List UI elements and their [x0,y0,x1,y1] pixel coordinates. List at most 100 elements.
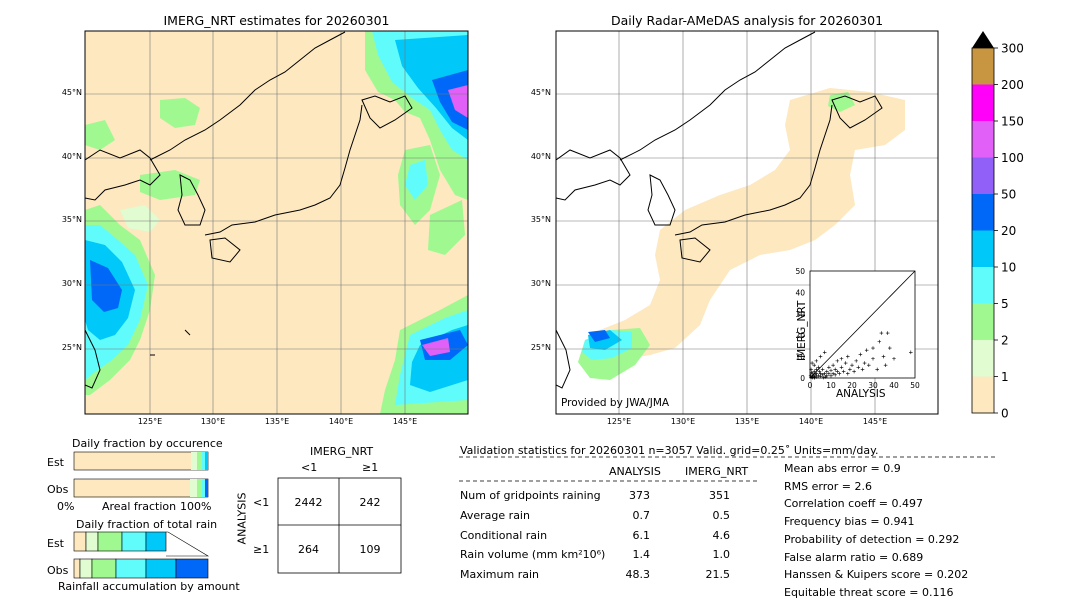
contingency-row-lt: <1 [253,496,270,509]
lon-tick-label: 135°E [264,417,290,426]
scatter-point [829,368,833,373]
scatter-point [831,371,835,376]
validation-row-imerg: 21.5 [705,568,731,581]
scatter-point [814,367,819,372]
contingency-row-header: ANALYSIS [235,492,249,545]
scatter-point [814,375,819,379]
scatter-point [848,367,852,372]
right-precip-field [578,88,905,380]
scatter-point [822,350,827,355]
total-rain-row-obs: Obs [47,564,69,577]
colorbar: 0 1 2 5 10 20 50 100 150 200 300 [971,31,1024,421]
scatter-xlabel: ANALYSIS [836,388,886,400]
scatter-point [833,367,837,372]
occurrence-axis-mid: Areal fraction [102,500,177,513]
validation-row-label: Average rain [460,509,530,522]
left-map-grid [85,31,468,414]
colorbar-tick-label: 100 [1001,151,1024,165]
scatter-point [829,374,833,378]
lon-tick-label: 130°E [200,417,226,426]
colorbar-tick-label: 0 [1001,407,1009,421]
validation-row-label: Maximum rain [460,568,539,581]
validation-score: Equitable threat score = 0.116 [784,585,954,599]
scatter-point [814,371,819,376]
scatter-point [818,374,823,379]
scatter-point [821,375,826,380]
lat-tick-label: 30°N [61,279,82,288]
scatter-point [827,365,831,370]
validation-col-imerg: IMERG_NRT [685,465,749,478]
total-rain-footer: Rainfall accumulation by amount [58,580,240,593]
lat-tick-label: 30°N [530,279,551,288]
contingency-cell-11: 109 [359,543,381,556]
colorbar-cell [972,267,994,304]
scatter-point [837,371,842,376]
contingency-col-lt: <1 [301,461,318,474]
scatter-ytick-label: 0 [800,374,805,383]
scatter-point [812,375,817,380]
scatter-xtick-label: 30 [868,381,878,390]
lon-tick-label: 145°E [392,417,418,426]
colorbar-extend-arrow [972,31,994,48]
scatter-point [839,365,844,370]
scatter-point [820,367,825,372]
scatter-point [888,346,892,350]
colorbar-tick-label: 300 [1001,42,1024,56]
validation-col-analysis: ANALYSIS [609,465,661,478]
colorbar-tick-label: 2 [1001,334,1009,348]
scatter-point [871,356,875,361]
scatter-point [875,367,879,372]
scatter-point [816,365,821,370]
scatter-point [881,354,886,359]
right-map-grid [556,31,938,414]
scatter-xtick-label: 40 [889,381,899,390]
lat-tick-label: 45°N [61,88,82,97]
validation-score: False alarm ratio = 0.689 [784,550,924,564]
scatter-point [860,367,865,372]
occurrence-obs-bar [73,478,209,498]
validation-score: Frequency bias = 0.941 [784,515,915,529]
validation-row-label: Rain volume (mm km²10⁶) [460,548,606,561]
scatter-point [825,374,829,378]
occurrence-axis-right: 100% [180,500,212,513]
occurrence-chart [73,451,209,498]
occurrence-axis-left: 0% [57,500,75,513]
scatter-point [812,363,816,367]
scatter-ytick-label: 20 [795,331,805,340]
colorbar-tick-label: 150 [1001,115,1024,129]
total-rain-row-est: Est [47,537,64,550]
scatter-point [812,369,816,374]
scatter-point [809,370,814,375]
scatter-xtick-label: 20 [847,381,857,390]
scatter-point [864,348,869,352]
validation-row-analysis: 373 [629,489,650,502]
occurrence-row-obs: Obs [47,483,69,496]
scatter-point [825,369,829,374]
right-map-title: Daily Radar-AMeDAS analysis for 20260301 [610,13,884,28]
contingency-row-ge: ≥1 [253,543,270,556]
data-credit: Provided by JWA/JMA [561,397,670,409]
occurrence-row-est: Est [47,456,64,469]
scatter-point [816,374,821,378]
lat-tick-label: 35°N [530,215,551,224]
validation-score: Hanssen & Kuipers score = 0.202 [784,568,969,582]
scatter-ytick-label: 40 [795,288,805,297]
lon-tick-label: 135°E [734,417,760,426]
left-map [84,30,469,415]
validation-score: Correlation coeff = 0.497 [784,497,923,511]
scatter-point [883,363,888,367]
scatter-point [808,374,813,378]
scatter-point [820,372,825,377]
colorbar-tick-label: 1 [1001,370,1009,384]
scatter-point [858,352,863,357]
validation-row-analysis: 48.3 [625,568,651,581]
colorbar-tick-label: 50 [1001,188,1016,202]
colorbar-tick-label: 200 [1001,78,1024,92]
scatter-point [854,359,858,363]
colorbar-tick-label: 10 [1001,261,1016,275]
lon-tick-label: 125°E [137,417,163,426]
scatter-point [843,361,848,365]
identity-line [809,270,916,379]
validation-row-imerg: 4.6 [712,529,731,542]
scatter-point [850,363,854,367]
